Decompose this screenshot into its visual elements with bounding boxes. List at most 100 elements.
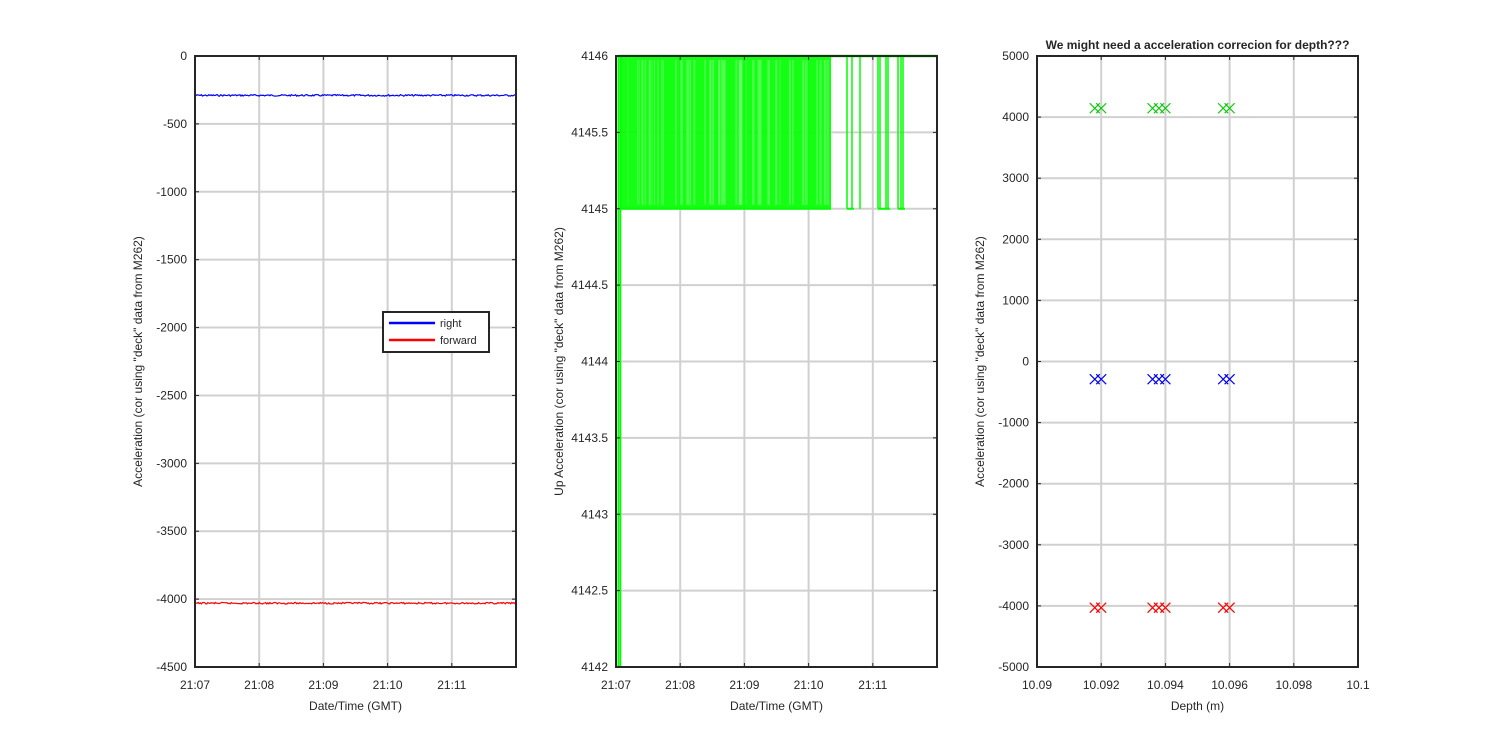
x-tick-label: 21:11	[858, 678, 887, 692]
series-gap	[738, 60, 741, 205]
x-tick-label: 10.092	[1083, 678, 1120, 692]
y-tick-label: 4145	[581, 202, 608, 216]
series-gap	[662, 60, 665, 205]
x-tick-label: 10.094	[1147, 678, 1184, 692]
series-gap	[720, 60, 722, 205]
y-tick-label: -500	[163, 117, 187, 131]
series-gap	[816, 60, 818, 205]
series-gap	[823, 60, 825, 205]
scatter-point-x-marker	[1159, 102, 1171, 114]
series-gap	[767, 60, 770, 205]
y-axis-label: Acceleration (cor using "deck" data from…	[973, 236, 987, 487]
series-gap	[680, 60, 683, 205]
chart-panel-acceleration-vs-depth: 10.09 10.092 10.094 10.096 10.098 10.1 5000 400…	[973, 38, 1370, 713]
series-gap	[775, 60, 778, 205]
y-tick-label: 1000	[1002, 293, 1029, 307]
axes-box	[615, 55, 938, 668]
y-tick-label: -1500	[156, 253, 187, 267]
series-gap	[637, 60, 639, 205]
y-tick-label: 4146	[581, 49, 608, 63]
y-tick-label: -3500	[156, 524, 187, 538]
series-gap	[693, 60, 696, 205]
series-gap	[709, 60, 712, 205]
series-line-right	[194, 93, 517, 98]
x-tick-label: 21:09	[308, 678, 338, 692]
y-tick-label: -2500	[156, 388, 187, 402]
series-gap	[819, 60, 822, 205]
x-tick-label: 10.1	[1346, 678, 1370, 692]
legend-label-right: right	[440, 318, 461, 330]
y-tick-label: 4144.5	[571, 278, 608, 292]
y-tick-label: 0	[1022, 355, 1029, 369]
series-gap	[807, 60, 808, 205]
series-gap	[689, 60, 692, 205]
series-gap	[802, 60, 804, 205]
y-tick-label: -1000	[998, 416, 1029, 430]
plot-area	[195, 56, 516, 667]
scatter-point-x-marker	[1159, 373, 1171, 385]
scatter-point-x-marker	[1224, 602, 1236, 614]
series-gap	[757, 60, 760, 205]
series-gap	[718, 60, 721, 205]
x-tick-label: 10.098	[1275, 678, 1312, 692]
scatter-point-x-marker	[1095, 102, 1107, 114]
series-gap	[651, 60, 653, 205]
series-gap	[759, 60, 762, 205]
x-tick-label: 21:08	[665, 678, 695, 692]
y-tick-label: -2000	[998, 477, 1029, 491]
series-gap	[779, 60, 781, 205]
y-tick-label: 2000	[1002, 232, 1029, 246]
y-tick-label: -3000	[998, 538, 1029, 552]
chart-panel-up-acceleration: 21:07 21:08 21:09 21:10 21:11 4146 4145.5 4145 4…	[552, 49, 938, 713]
x-axis-label: Date/Time (GMT)	[309, 699, 402, 713]
y-tick-label: 0	[180, 49, 187, 63]
axes-box	[194, 55, 517, 668]
scatter-point-x-marker	[1224, 373, 1236, 385]
series-gap	[788, 60, 792, 205]
x-tick-label: 21:11	[437, 678, 466, 692]
y-tick-label: -4500	[156, 660, 187, 674]
y-tick-label: -4000	[998, 599, 1029, 613]
series-gap	[661, 60, 663, 205]
y-axis-label: Up Acceleration (cor using "deck" data f…	[552, 227, 566, 496]
series-gap	[826, 60, 829, 205]
scatter-point-x-marker	[1095, 373, 1107, 385]
series-gap	[653, 60, 656, 205]
y-tick-label: 4143	[581, 507, 608, 521]
y-axis-label: Acceleration (cor using "deck" data from…	[131, 236, 145, 487]
y-tick-label: 3000	[1002, 171, 1029, 185]
series-gap	[686, 60, 689, 205]
x-tick-label: 21:07	[601, 678, 631, 692]
series-gap	[657, 60, 659, 205]
series-gap	[735, 60, 738, 205]
x-axis-label: Date/Time (GMT)	[730, 699, 823, 713]
series-gap	[627, 60, 629, 205]
series-gap	[824, 60, 826, 205]
y-tick-label: -2000	[156, 321, 187, 335]
scatter-point-x-marker	[1095, 602, 1107, 614]
chart-title: We might need a acceleration correcion f…	[1046, 38, 1350, 52]
series-gap	[704, 60, 706, 205]
y-tick-label: -4000	[156, 592, 187, 606]
series-gap	[792, 60, 794, 205]
series-gap	[752, 60, 754, 205]
x-tick-label: 10.09	[1022, 678, 1052, 692]
x-axis-label: Depth (m)	[1171, 699, 1224, 713]
series-gap	[675, 60, 677, 205]
scatter-point-x-marker	[1159, 602, 1171, 614]
y-tick-label: 4144	[581, 355, 608, 369]
series-gap	[712, 60, 715, 205]
y-tick-label: 4142	[581, 660, 608, 674]
y-tick-label: 5000	[1002, 49, 1029, 63]
series-gap	[638, 60, 640, 205]
series-gap	[641, 60, 644, 205]
series-gap	[644, 60, 647, 205]
x-tick-label: 21:07	[180, 678, 210, 692]
series-gap	[724, 60, 726, 205]
series-gap	[745, 60, 747, 205]
x-tick-label: 21:08	[244, 678, 274, 692]
series-gap	[741, 60, 743, 205]
chart-panel-acceleration-right-forward: 21:07 21:08 21:09 21:10 21:11 0 -500 -1000 -1500…	[131, 49, 517, 713]
series-gap	[752, 60, 755, 205]
